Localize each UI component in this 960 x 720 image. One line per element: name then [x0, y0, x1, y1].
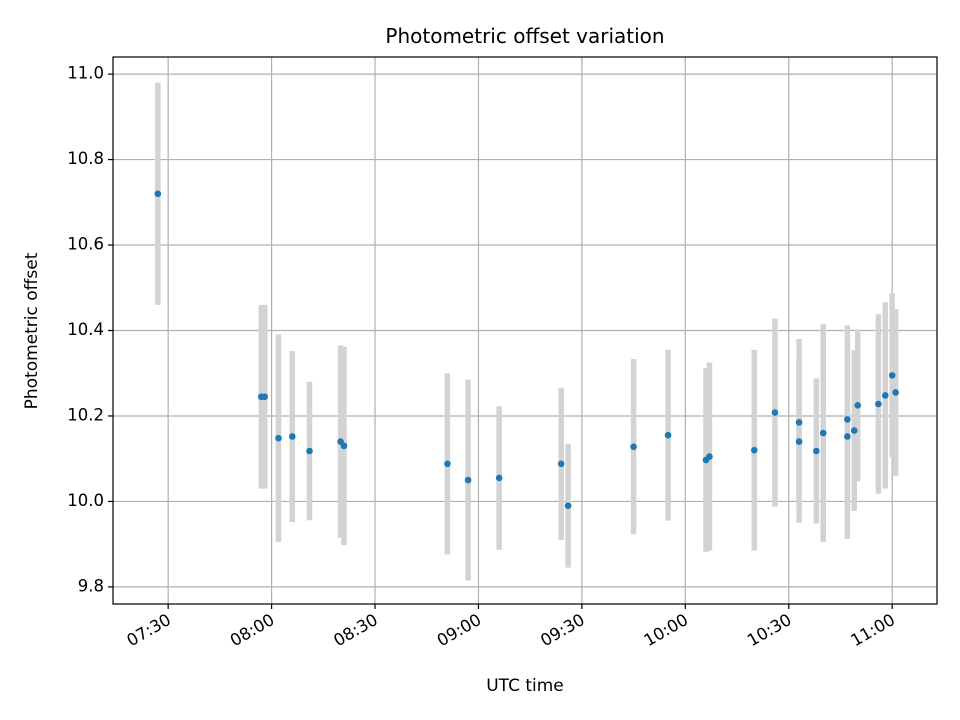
data-point — [495, 474, 503, 482]
data-point — [275, 434, 282, 442]
data-point — [444, 460, 451, 468]
data-point — [892, 389, 899, 396]
grid — [113, 57, 937, 604]
data-point — [306, 447, 313, 455]
y-axis: 9.8 10.0 10.2 10.4 10.6 10.8 11.0 — [67, 64, 113, 595]
chart-title: Photometric offset variation — [385, 24, 664, 48]
y-tick-label: 10.8 — [67, 149, 104, 168]
data-point — [844, 433, 851, 440]
data-point — [664, 431, 672, 439]
data-point — [750, 446, 758, 454]
y-tick-label: 10.2 — [67, 405, 104, 424]
y-axis-title: Photometric offset — [22, 252, 42, 409]
data-point — [881, 392, 889, 399]
data-point — [340, 442, 348, 450]
y-tick-label: 10.6 — [67, 235, 104, 254]
data-point — [854, 401, 862, 409]
data-point — [261, 393, 268, 401]
y-tick-label: 9.8 — [78, 576, 104, 595]
y-tick-label: 10.4 — [67, 320, 104, 339]
data-point — [557, 460, 565, 468]
data-point — [630, 443, 637, 451]
data-points — [154, 190, 899, 510]
data-point — [888, 372, 896, 379]
data-point — [819, 429, 827, 437]
data-point — [850, 427, 858, 434]
y-tick-label: 10.0 — [67, 491, 104, 510]
data-point — [813, 447, 820, 455]
data-point — [771, 409, 779, 416]
data-point — [288, 433, 296, 440]
data-point — [844, 416, 851, 423]
data-point — [564, 502, 572, 510]
data-point — [795, 438, 803, 445]
x-axis-title: UTC time — [486, 676, 564, 696]
y-tick-label: 11.0 — [67, 64, 104, 83]
data-point — [795, 419, 803, 426]
data-point — [875, 400, 882, 408]
data-point — [706, 453, 713, 460]
data-point — [464, 476, 472, 484]
data-point — [154, 190, 162, 198]
